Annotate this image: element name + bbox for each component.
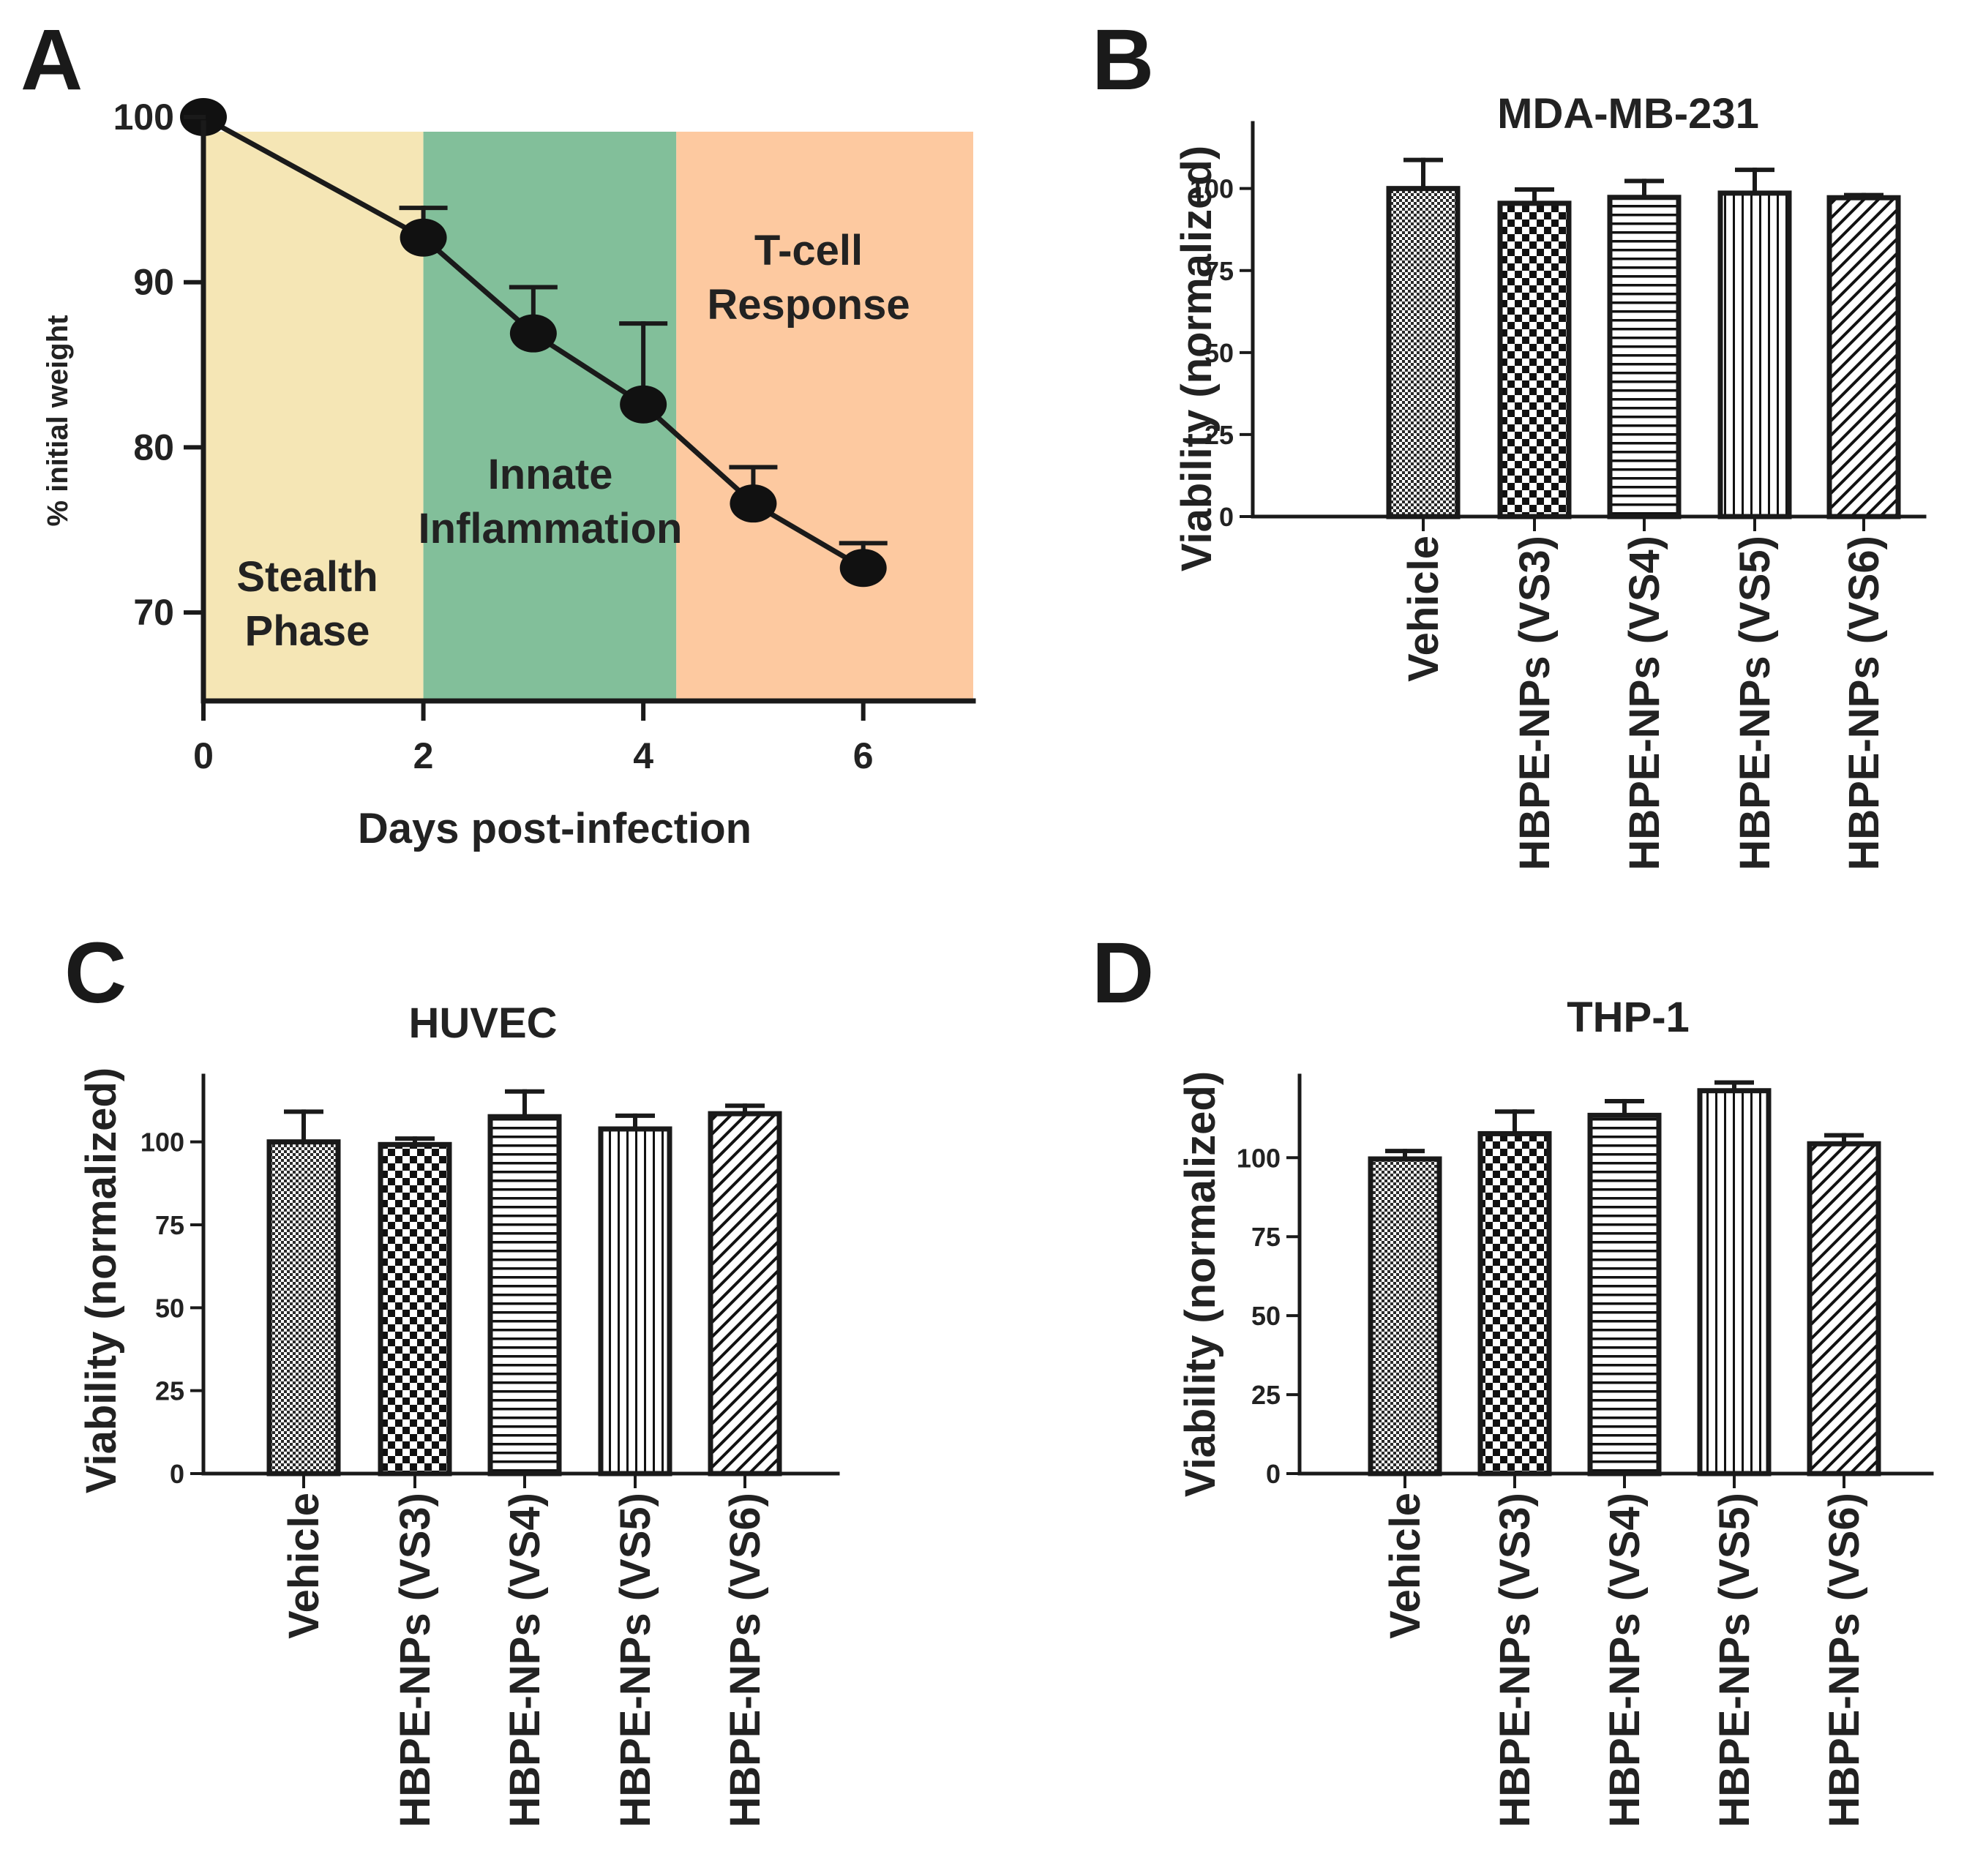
x-tick-label-a-0: 0	[193, 735, 214, 776]
bar-b-3	[1607, 195, 1682, 519]
x-axis-label-a: Days post-infection	[358, 805, 752, 852]
phase-label-2-line-1: Innate	[488, 451, 613, 498]
data-point-day-6	[839, 549, 887, 588]
category-label-d-1: Vehicle	[1382, 1493, 1429, 1639]
bar-d-1	[1368, 1156, 1442, 1477]
y-tick-label-c-100: 100	[140, 1128, 184, 1158]
category-label-b-4: HBPE-NPs (VS5)	[1731, 536, 1779, 871]
chart-title-b: MDA-MB-231	[1497, 90, 1759, 138]
bar-c-1	[266, 1139, 341, 1477]
phase-label-3-line-1: T-cell	[754, 227, 863, 274]
category-label-b-3: HBPE-NPs (VS4)	[1621, 536, 1668, 871]
category-label-c-2: HBPE-NPs (VS3)	[391, 1493, 439, 1828]
y-tick-label-a-80: 80	[133, 427, 174, 468]
chart-title-c: HUVEC	[408, 999, 557, 1047]
y-tick-label-d-100: 100	[1237, 1143, 1281, 1173]
phase-label-2-line-2: Inflammation	[419, 505, 683, 552]
phase-label-1-line-1: Stealth	[236, 553, 378, 601]
bar-d-5	[1807, 1141, 1881, 1477]
category-label-b-5: HBPE-NPs (VS6)	[1840, 536, 1888, 871]
data-point-day-3	[509, 314, 557, 353]
panel-letter-b: B	[1092, 12, 1154, 108]
y-axis-label-a: % initial weight	[42, 315, 74, 527]
bar-c-2	[378, 1141, 452, 1477]
bar-b-1	[1386, 186, 1461, 519]
y-tick-label-d-75: 75	[1251, 1222, 1281, 1252]
category-label-b-2: HBPE-NPs (VS3)	[1511, 536, 1559, 871]
category-label-c-5: HBPE-NPs (VS6)	[721, 1493, 769, 1828]
phase-label-3-line-2: Response	[707, 281, 910, 329]
category-label-d-4: HBPE-NPs (VS5)	[1711, 1493, 1758, 1828]
y-tick-label-a-70: 70	[133, 592, 174, 633]
bar-c-3	[487, 1114, 562, 1477]
bar-b-5	[1826, 195, 1901, 519]
y-tick-label-c-50: 50	[155, 1293, 184, 1323]
bar-d-3	[1587, 1112, 1662, 1477]
y-tick-label-b-75: 75	[1204, 256, 1234, 286]
bar-d-4	[1697, 1088, 1772, 1477]
bar-b-2	[1497, 200, 1572, 519]
y-tick-label-c-25: 25	[155, 1376, 184, 1406]
phase-region-3	[676, 132, 973, 701]
y-tick-label-b-100: 100	[1190, 174, 1234, 204]
chart-title-d: THP-1	[1567, 994, 1690, 1041]
y-tick-label-d-25: 25	[1251, 1380, 1281, 1410]
y-tick-label-b-50: 50	[1204, 338, 1234, 368]
panel-letter-c: C	[64, 925, 127, 1021]
panel-letter-d: D	[1092, 925, 1154, 1021]
y-axis-label-b: Viability (normalized)	[1173, 146, 1221, 571]
category-label-d-2: HBPE-NPs (VS3)	[1491, 1493, 1539, 1828]
y-tick-label-d-0: 0	[1266, 1459, 1281, 1489]
category-label-c-1: Vehicle	[280, 1493, 328, 1639]
y-tick-label-b-0: 0	[1219, 502, 1234, 532]
data-point-day-4	[620, 385, 667, 424]
bar-d-2	[1477, 1130, 1552, 1477]
y-axis-label-c: Viability (normalized)	[78, 1068, 125, 1493]
category-label-c-3: HBPE-NPs (VS4)	[501, 1493, 549, 1828]
y-tick-label-a-90: 90	[133, 262, 174, 303]
category-label-b-1: Vehicle	[1400, 536, 1447, 682]
x-tick-label-a-2: 2	[413, 735, 434, 776]
category-label-d-3: HBPE-NPs (VS4)	[1601, 1493, 1649, 1828]
x-tick-label-a-6: 6	[853, 735, 874, 776]
bar-c-4	[598, 1126, 672, 1477]
data-point-day-2	[400, 218, 447, 257]
bar-b-4	[1717, 190, 1792, 519]
category-label-c-4: HBPE-NPs (VS5)	[612, 1493, 659, 1828]
bar-c-5	[708, 1111, 782, 1477]
category-label-d-5: HBPE-NPs (VS6)	[1821, 1493, 1868, 1828]
y-tick-label-d-50: 50	[1251, 1301, 1281, 1331]
y-tick-label-c-75: 75	[155, 1210, 184, 1240]
panel-letter-a: A	[20, 12, 83, 108]
y-tick-label-a-100: 100	[113, 97, 174, 138]
y-axis-label-d: Viability (normalized)	[1177, 1071, 1224, 1497]
x-tick-label-a-4: 4	[633, 735, 653, 776]
phase-label-1-line-2: Phase	[245, 607, 370, 655]
phase-region-1	[203, 132, 424, 701]
y-tick-label-c-0: 0	[170, 1459, 184, 1489]
y-tick-label-b-25: 25	[1204, 420, 1234, 450]
data-point-day-5	[730, 484, 777, 523]
